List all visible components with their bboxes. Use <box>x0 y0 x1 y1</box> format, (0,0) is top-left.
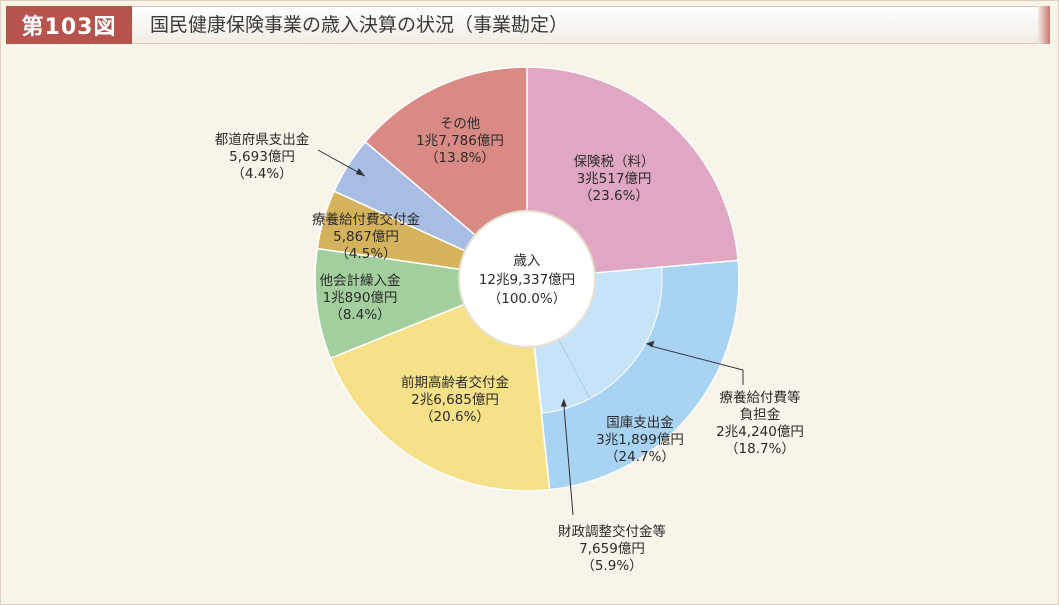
figure-title: 国民健康保険事業の歳入決算の状況（事業勘定） <box>150 14 569 36</box>
arrowhead-prefecture-expenditure <box>355 168 365 177</box>
center-label: 歳入 12兆9,337億円（100.0%） <box>479 253 575 307</box>
slice-medical-benefit-grant-label: 療養給付費交付金 5,867億円（4.5%） <box>312 211 420 262</box>
slice-early-elderly-grant-label: 前期高齢者交付金 2兆6,685億円（20.6%） <box>401 374 509 425</box>
figure-header <box>6 6 1050 44</box>
figure-number: 第103図 <box>6 6 132 44</box>
center-hole <box>458 210 596 348</box>
slice-national-subsidy-label: 国庫支出金 3兆1,899億円（24.7%） <box>596 415 684 465</box>
subslice-divider <box>558 338 591 399</box>
subslice-medical-benefit-burden-label: 療養給付費等負担金 2兆4,240億円（18.7%） <box>716 389 804 457</box>
slice-other-label: その他 1兆7,786億円（13.8%） <box>416 116 504 166</box>
leader-fiscal-adjustment-grant <box>563 404 574 516</box>
subslice-fiscal-adjustment-grant-label: 財政調整交付金等 7,659億円（5.9%） <box>558 523 666 574</box>
slice-prefecture-expenditure-label: 都道府県支出金 5,693億円（4.4%） <box>215 132 310 182</box>
header-accent <box>1038 6 1050 44</box>
arrowhead-fiscal-adjustment-grant <box>560 398 567 407</box>
slice-other-account-transfer-label: 他会計繰入金 1兆890億円（8.4%） <box>320 273 401 323</box>
leader-medical-benefit-burden <box>649 345 744 385</box>
slice-insurance-tax <box>526 66 739 280</box>
arrowhead-medical-benefit-burden <box>645 340 655 347</box>
slice-insurance-tax-label: 保険税（料） 3兆517億円（23.6%） <box>574 154 655 204</box>
